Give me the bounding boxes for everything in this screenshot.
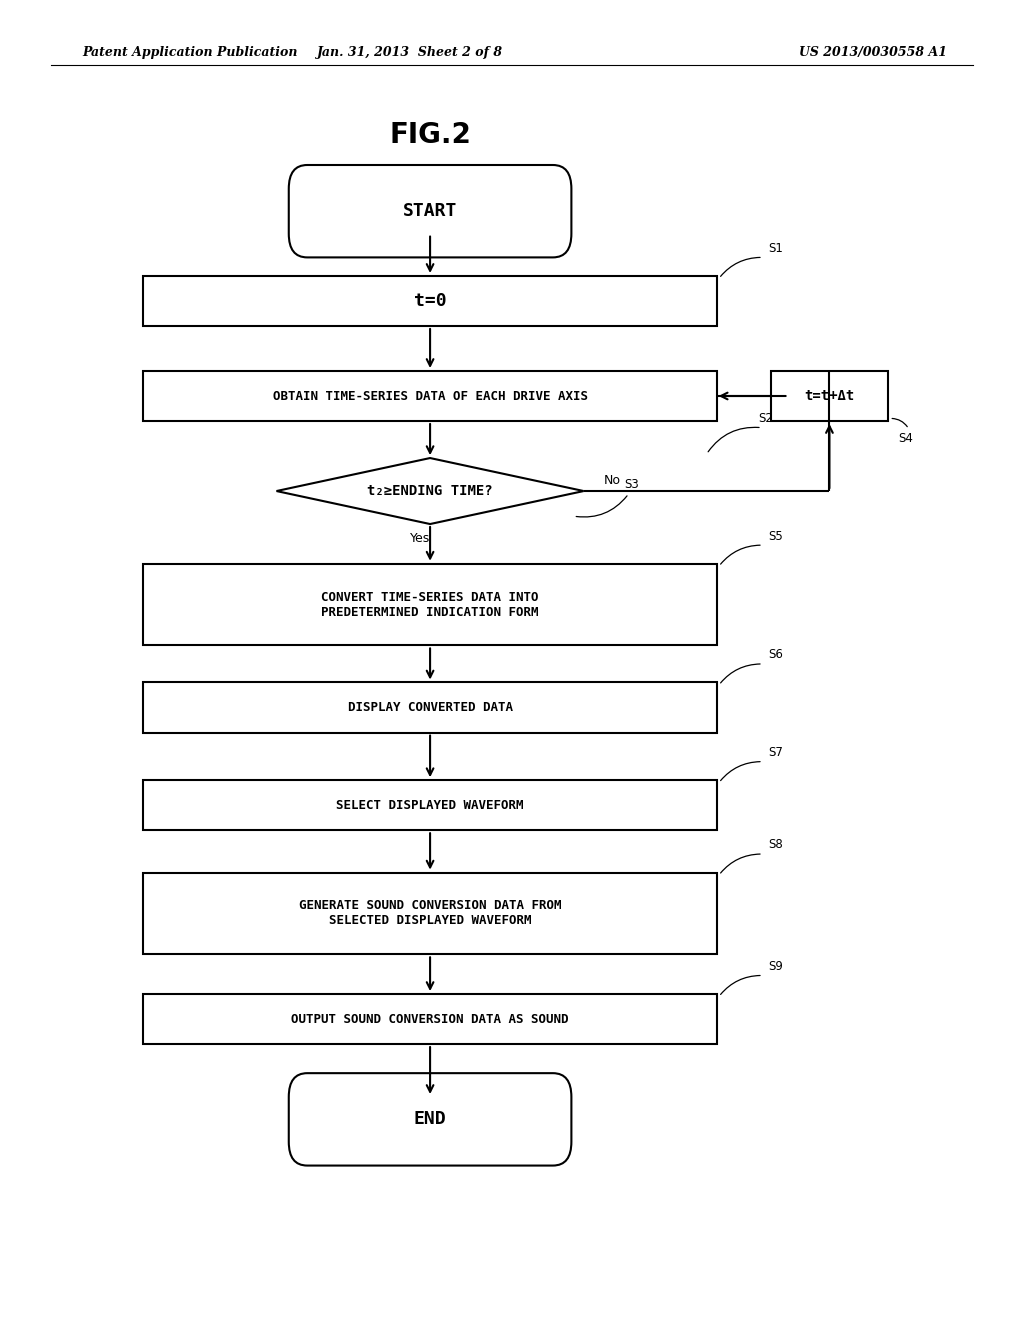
Text: DISPLAY CONVERTED DATA: DISPLAY CONVERTED DATA — [347, 701, 513, 714]
Bar — [143, 994, 717, 1044]
Text: Yes: Yes — [410, 532, 430, 545]
FancyBboxPatch shape — [289, 1073, 571, 1166]
Text: t₂≥ENDING TIME?: t₂≥ENDING TIME? — [368, 484, 493, 498]
Bar — [143, 564, 717, 645]
Text: No: No — [604, 474, 622, 487]
Bar — [143, 371, 717, 421]
Text: OBTAIN TIME-SERIES DATA OF EACH DRIVE AXIS: OBTAIN TIME-SERIES DATA OF EACH DRIVE AX… — [272, 389, 588, 403]
Bar — [143, 276, 717, 326]
Text: OUTPUT SOUND CONVERSION DATA AS SOUND: OUTPUT SOUND CONVERSION DATA AS SOUND — [292, 1012, 568, 1026]
Text: S6: S6 — [768, 648, 783, 661]
Text: START: START — [402, 202, 458, 220]
Text: GENERATE SOUND CONVERSION DATA FROM
SELECTED DISPLAYED WAVEFORM: GENERATE SOUND CONVERSION DATA FROM SELE… — [299, 899, 561, 928]
Text: S2: S2 — [758, 412, 773, 425]
Text: t=0: t=0 — [414, 292, 446, 310]
Text: US 2013/0030558 A1: US 2013/0030558 A1 — [799, 46, 947, 59]
Text: Patent Application Publication: Patent Application Publication — [82, 46, 297, 59]
Polygon shape — [276, 458, 584, 524]
Text: t=t+Δt: t=t+Δt — [804, 389, 855, 403]
Text: S3: S3 — [625, 478, 639, 491]
Text: SELECT DISPLAYED WAVEFORM: SELECT DISPLAYED WAVEFORM — [336, 799, 524, 812]
Text: CONVERT TIME-SERIES DATA INTO
PREDETERMINED INDICATION FORM: CONVERT TIME-SERIES DATA INTO PREDETERMI… — [322, 590, 539, 619]
Bar — [143, 873, 717, 954]
Bar — [143, 780, 717, 830]
Text: S8: S8 — [768, 838, 782, 851]
Text: END: END — [414, 1110, 446, 1129]
Text: S5: S5 — [768, 529, 782, 543]
Text: Jan. 31, 2013  Sheet 2 of 8: Jan. 31, 2013 Sheet 2 of 8 — [316, 46, 503, 59]
Text: S4: S4 — [899, 432, 913, 445]
Text: S9: S9 — [768, 960, 783, 973]
FancyBboxPatch shape — [289, 165, 571, 257]
Bar — [771, 371, 889, 421]
Text: S7: S7 — [768, 746, 783, 759]
Text: S1: S1 — [768, 242, 783, 255]
Text: FIG.2: FIG.2 — [389, 120, 471, 149]
Bar — [143, 682, 717, 733]
